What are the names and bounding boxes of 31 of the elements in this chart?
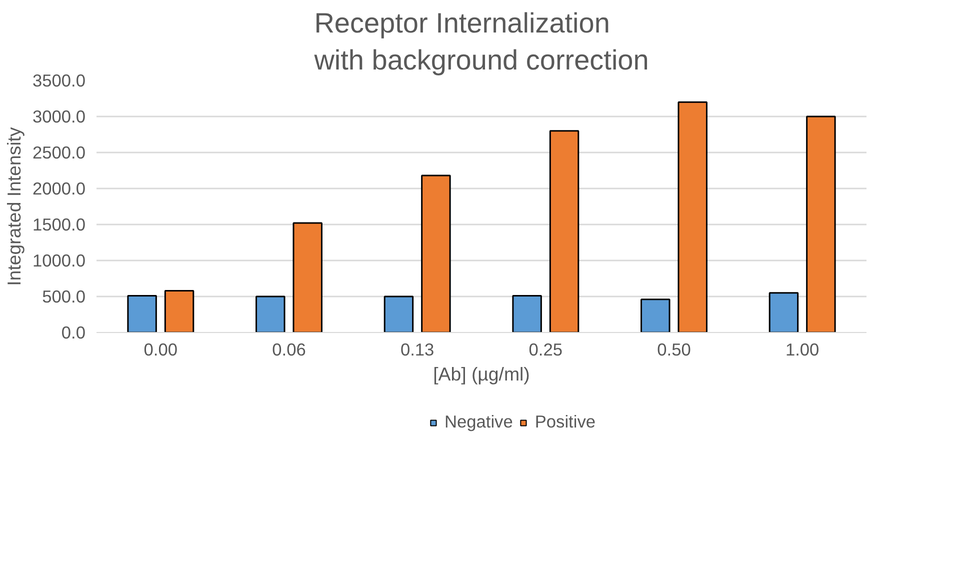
x-tick-label: 0.00 [144,340,178,360]
bar [256,296,286,332]
bar [164,290,194,332]
x-tick-label: 0.50 [657,340,691,360]
bar [421,174,451,332]
y-tick-label: 0.0 [61,322,86,342]
bar [127,295,157,332]
legend-label: Negative [444,412,513,432]
y-tick-label: 1500.0 [32,214,86,234]
y-tick-label: 2500.0 [32,142,86,162]
bar [549,130,580,332]
y-tick-label: 2000.0 [32,178,86,198]
bar [384,296,414,332]
x-axis-title: [Ab] (µg/ml) [433,364,530,384]
bar [512,295,542,332]
y-tick-label: 3500.0 [32,70,86,90]
x-tick-label: 0.06 [272,340,306,360]
y-tick-label: 3000.0 [32,106,86,126]
bar [640,298,670,332]
bar [678,101,708,332]
x-tick-label: 0.25 [528,340,563,360]
bar [292,222,322,332]
x-tick-label: 0.13 [400,340,434,360]
bar [768,292,799,332]
y-tick-label: 1000.0 [32,250,86,270]
y-tick-label: 500.0 [42,286,86,306]
bar [806,116,836,332]
y-axis-title: Integrated Intensity [4,126,24,286]
legend-label: Positive [534,412,596,432]
x-tick-label: 1.00 [785,340,820,360]
chart-title: Receptor Internalization with background correction [313,7,649,76]
